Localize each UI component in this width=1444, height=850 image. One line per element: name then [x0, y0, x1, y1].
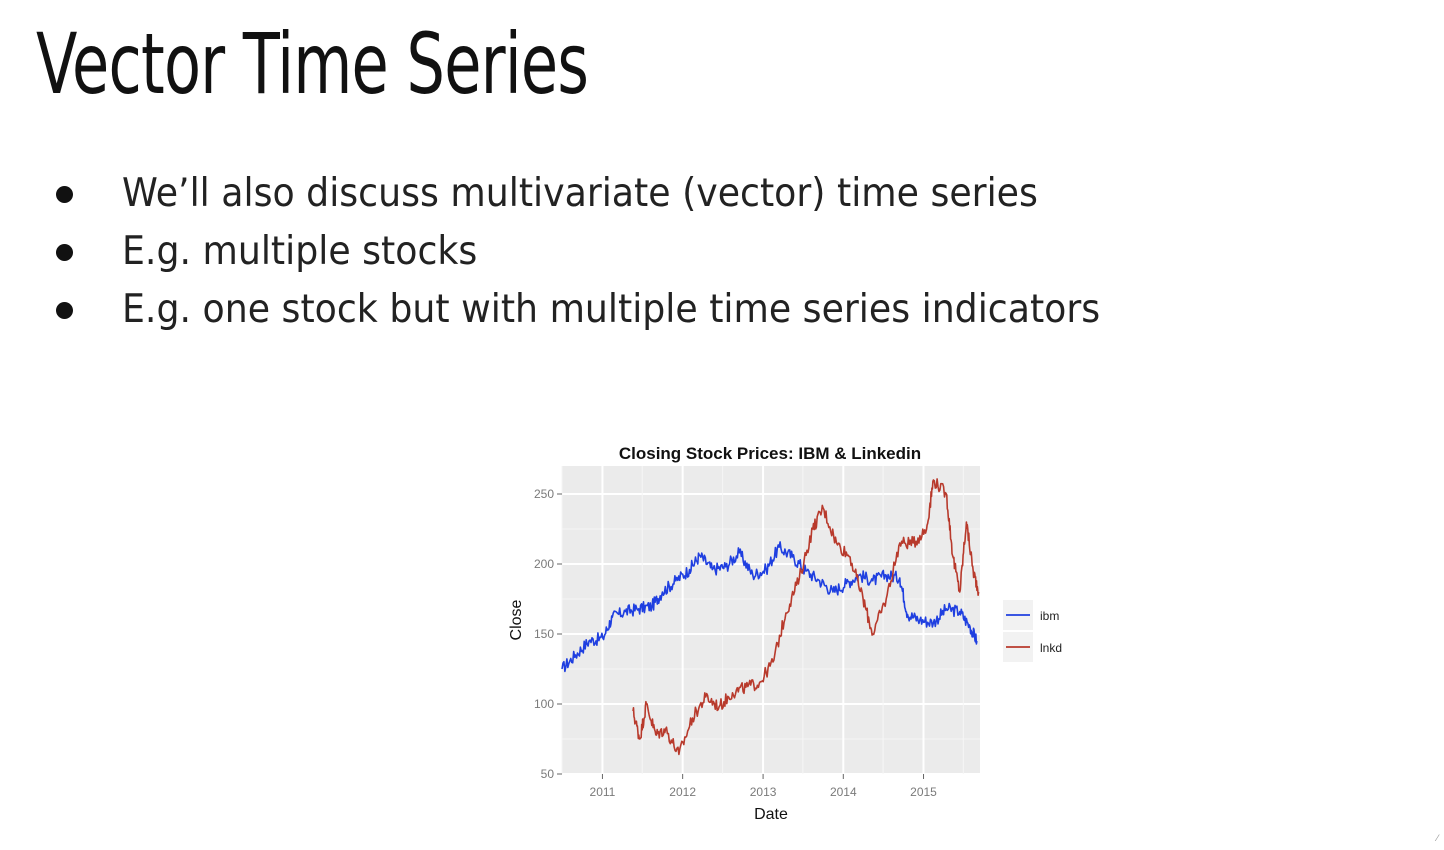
bullet-text: E.g. one stock but with multiple time se…	[122, 287, 1101, 332]
y-tick-label: 200	[534, 557, 554, 571]
legend-label: ibm	[1040, 609, 1059, 623]
bullet-dot-icon	[56, 244, 73, 261]
x-tick-label: 2014	[830, 785, 857, 799]
corner-mark-icon: ⁄	[1436, 834, 1438, 844]
legend-label: lnkd	[1040, 641, 1062, 655]
y-tick-label: 150	[534, 627, 554, 641]
x-tick-label: 2012	[669, 785, 696, 799]
chart-title: Closing Stock Prices: IBM & Linkedin	[619, 444, 921, 463]
series-group	[561, 478, 980, 756]
series-line-ibm	[561, 541, 978, 673]
plot-panel	[562, 466, 980, 774]
y-tick-label: 50	[541, 767, 555, 781]
y-tick-label: 250	[534, 487, 554, 501]
legend: ibm lnkd	[1003, 600, 1062, 662]
x-tick-label: 2013	[750, 785, 777, 799]
y-axis-label: Close	[508, 599, 525, 640]
stock-price-chart: Closing Stock Prices: IBM & Linkedin 50 1…	[508, 444, 1062, 823]
y-tick-label: 100	[534, 697, 554, 711]
series-line-lnkd	[632, 478, 980, 756]
slide-title: Vector Time Series	[36, 15, 589, 113]
axes: 50 100 150 200 250 2011 2012 2013 2014 2015	[534, 487, 937, 799]
x-tick-label: 2015	[910, 785, 937, 799]
x-axis-label: Date	[754, 806, 788, 823]
bullet-text: E.g. multiple stocks	[122, 229, 478, 274]
x-tick-label: 2011	[590, 785, 616, 799]
bullet-dot-icon	[56, 186, 73, 203]
bullet-dot-icon	[56, 302, 73, 319]
bullet-text: We’ll also discuss multivariate (vector)…	[122, 171, 1038, 216]
